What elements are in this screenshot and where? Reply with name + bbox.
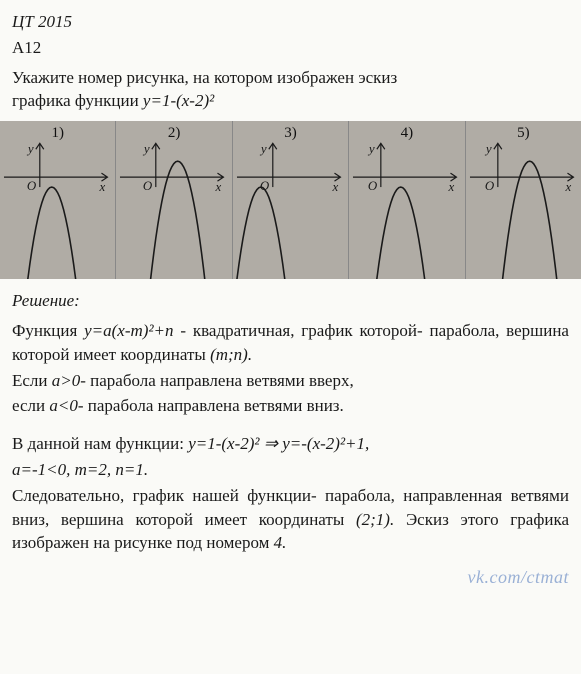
graph-svg-4: y x O bbox=[349, 121, 464, 279]
graph-1: 1) y x O bbox=[0, 121, 116, 279]
solution-body: Функция y=a(x-m)²+n - квадратичная, граф… bbox=[12, 319, 569, 555]
graph-svg-3: yxO bbox=[233, 121, 348, 279]
question-number: А12 bbox=[12, 36, 569, 60]
graph-label-3: 3) bbox=[284, 123, 297, 144]
svg-text:x: x bbox=[564, 179, 571, 194]
solution-p2: Если a>0- парабола направлена ветвями вв… bbox=[12, 369, 569, 393]
svg-text:x: x bbox=[215, 179, 222, 194]
solution-p5: a=-1<0, m=2, n=1. bbox=[12, 458, 569, 482]
svg-text:y: y bbox=[484, 141, 492, 156]
svg-text:y: y bbox=[259, 141, 267, 156]
problem-line2: графика функции y=1-(x-2)² bbox=[12, 89, 569, 113]
graph-label-1: 1) bbox=[51, 123, 64, 144]
solution-p3: если a<0- парабола направлена ветвями вн… bbox=[12, 394, 569, 418]
problem-formula: y=1-(x-2)² bbox=[143, 91, 214, 110]
svg-text:y: y bbox=[367, 141, 375, 156]
graph-svg-2: y x O bbox=[116, 121, 231, 279]
svg-text:O: O bbox=[143, 178, 153, 193]
svg-text:y: y bbox=[26, 141, 34, 156]
svg-text:y: y bbox=[142, 141, 150, 156]
graphs-row: 1) y x O 2) y x O 3) y x O 4) y x O 5) y x O bbox=[0, 121, 581, 279]
solution-p4: В данной нам функции: y=1-(x-2)² ⇒ y=-(x… bbox=[12, 432, 569, 456]
graph-svg-1: y x O bbox=[0, 121, 115, 279]
graph-label-4: 4) bbox=[401, 123, 414, 144]
svg-text:x: x bbox=[98, 179, 105, 194]
graph-5: 5) y x O bbox=[466, 121, 581, 279]
graph-4: 4) y x O bbox=[349, 121, 465, 279]
graph-2: 2) y x O bbox=[116, 121, 232, 279]
problem-line1: Укажите номер рисунка, на котором изобра… bbox=[12, 66, 569, 90]
solution-p1: Функция y=a(x-m)²+n - квадратичная, граф… bbox=[12, 319, 569, 367]
graph-label-2: 2) bbox=[168, 123, 181, 144]
svg-text:O: O bbox=[27, 178, 37, 193]
problem-statement: Укажите номер рисунка, на котором изобра… bbox=[12, 66, 569, 114]
graph-svg-5: y x O bbox=[466, 121, 581, 279]
svg-text:O: O bbox=[485, 178, 495, 193]
graph-3: 3) yxO bbox=[233, 121, 349, 279]
solution-p6: Следовательно, график нашей функции- пар… bbox=[12, 484, 569, 555]
graph-label-5: 5) bbox=[517, 123, 530, 144]
svg-text:O: O bbox=[368, 178, 378, 193]
watermark: vk.com/ctmat bbox=[12, 565, 569, 590]
svg-text:x: x bbox=[448, 179, 455, 194]
solution-title: Решение: bbox=[12, 289, 569, 313]
source-line: ЦТ 2015 bbox=[12, 10, 569, 34]
svg-text:x: x bbox=[331, 179, 338, 194]
problem-line2-prefix: графика функции bbox=[12, 91, 143, 110]
